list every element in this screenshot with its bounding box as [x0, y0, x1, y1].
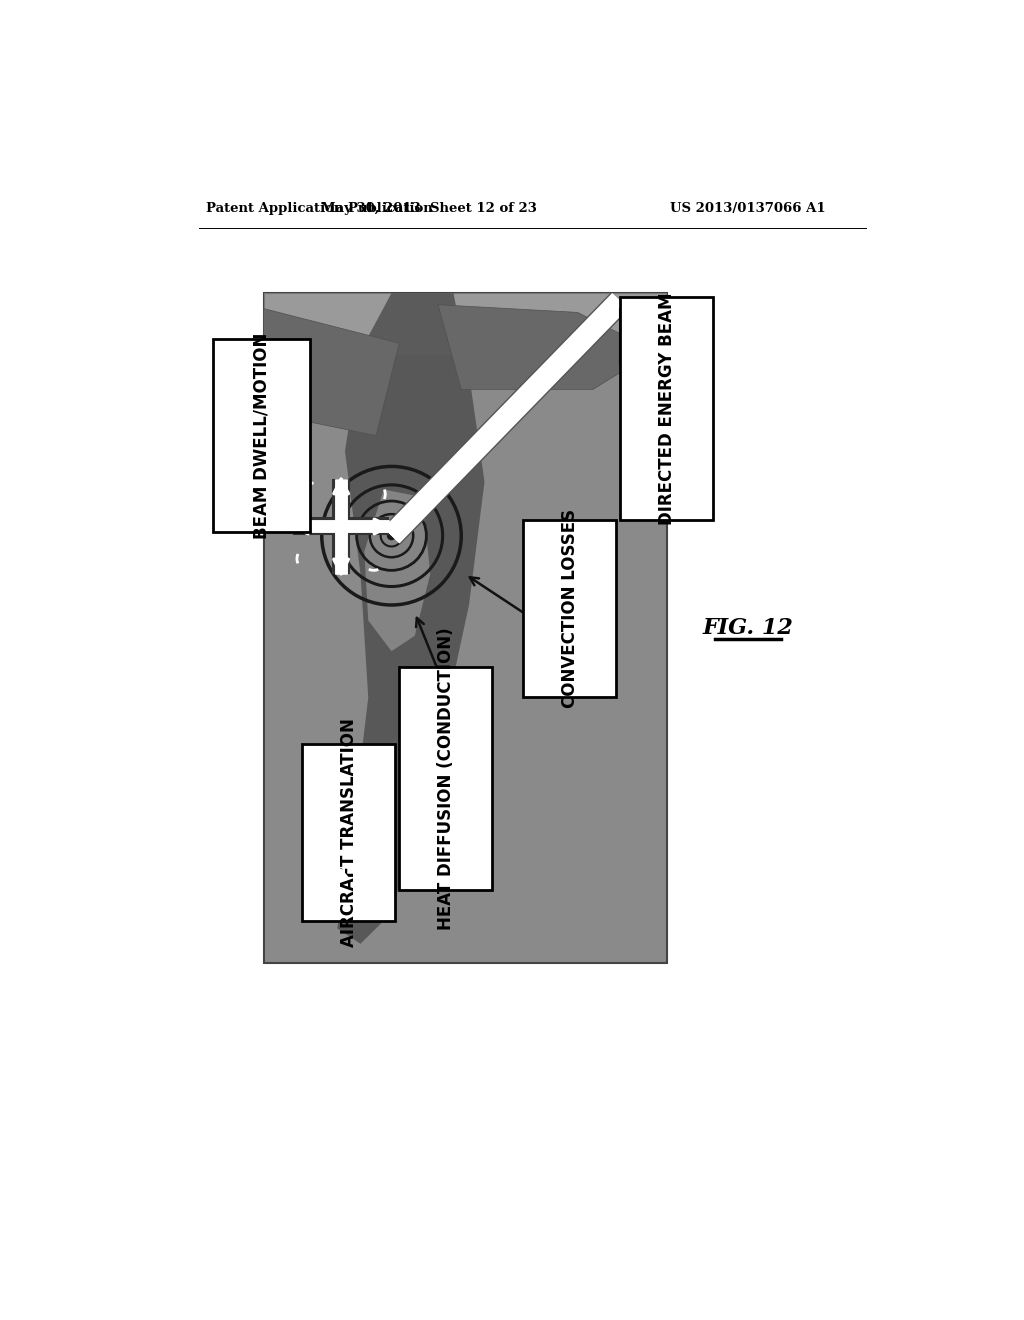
Polygon shape [438, 305, 655, 389]
Polygon shape [365, 490, 430, 651]
Text: DIRECTED ENERGY BEAM: DIRECTED ENERGY BEAM [657, 293, 676, 525]
FancyBboxPatch shape [399, 667, 493, 890]
Text: May 30, 2013  Sheet 12 of 23: May 30, 2013 Sheet 12 of 23 [321, 202, 537, 215]
FancyBboxPatch shape [621, 297, 713, 520]
Polygon shape [263, 309, 399, 436]
Circle shape [387, 531, 396, 540]
FancyBboxPatch shape [302, 743, 395, 921]
Text: CONVECTION LOSSES: CONVECTION LOSSES [561, 510, 579, 709]
Text: BEAM DWELL/MOTION: BEAM DWELL/MOTION [253, 333, 270, 539]
Bar [263, 293, 667, 355]
Polygon shape [337, 293, 484, 944]
Text: Patent Application Publication: Patent Application Publication [206, 202, 432, 215]
FancyBboxPatch shape [213, 339, 310, 532]
Text: FIG. 12: FIG. 12 [702, 618, 794, 639]
Text: AIRCRAFT TRANSLATION: AIRCRAFT TRANSLATION [340, 718, 357, 946]
Text: US 2013/0137066 A1: US 2013/0137066 A1 [671, 202, 826, 215]
FancyBboxPatch shape [523, 520, 616, 697]
Text: HEAT DIFFUSION (CONDUCTION): HEAT DIFFUSION (CONDUCTION) [437, 627, 455, 929]
Bar [263, 293, 667, 964]
